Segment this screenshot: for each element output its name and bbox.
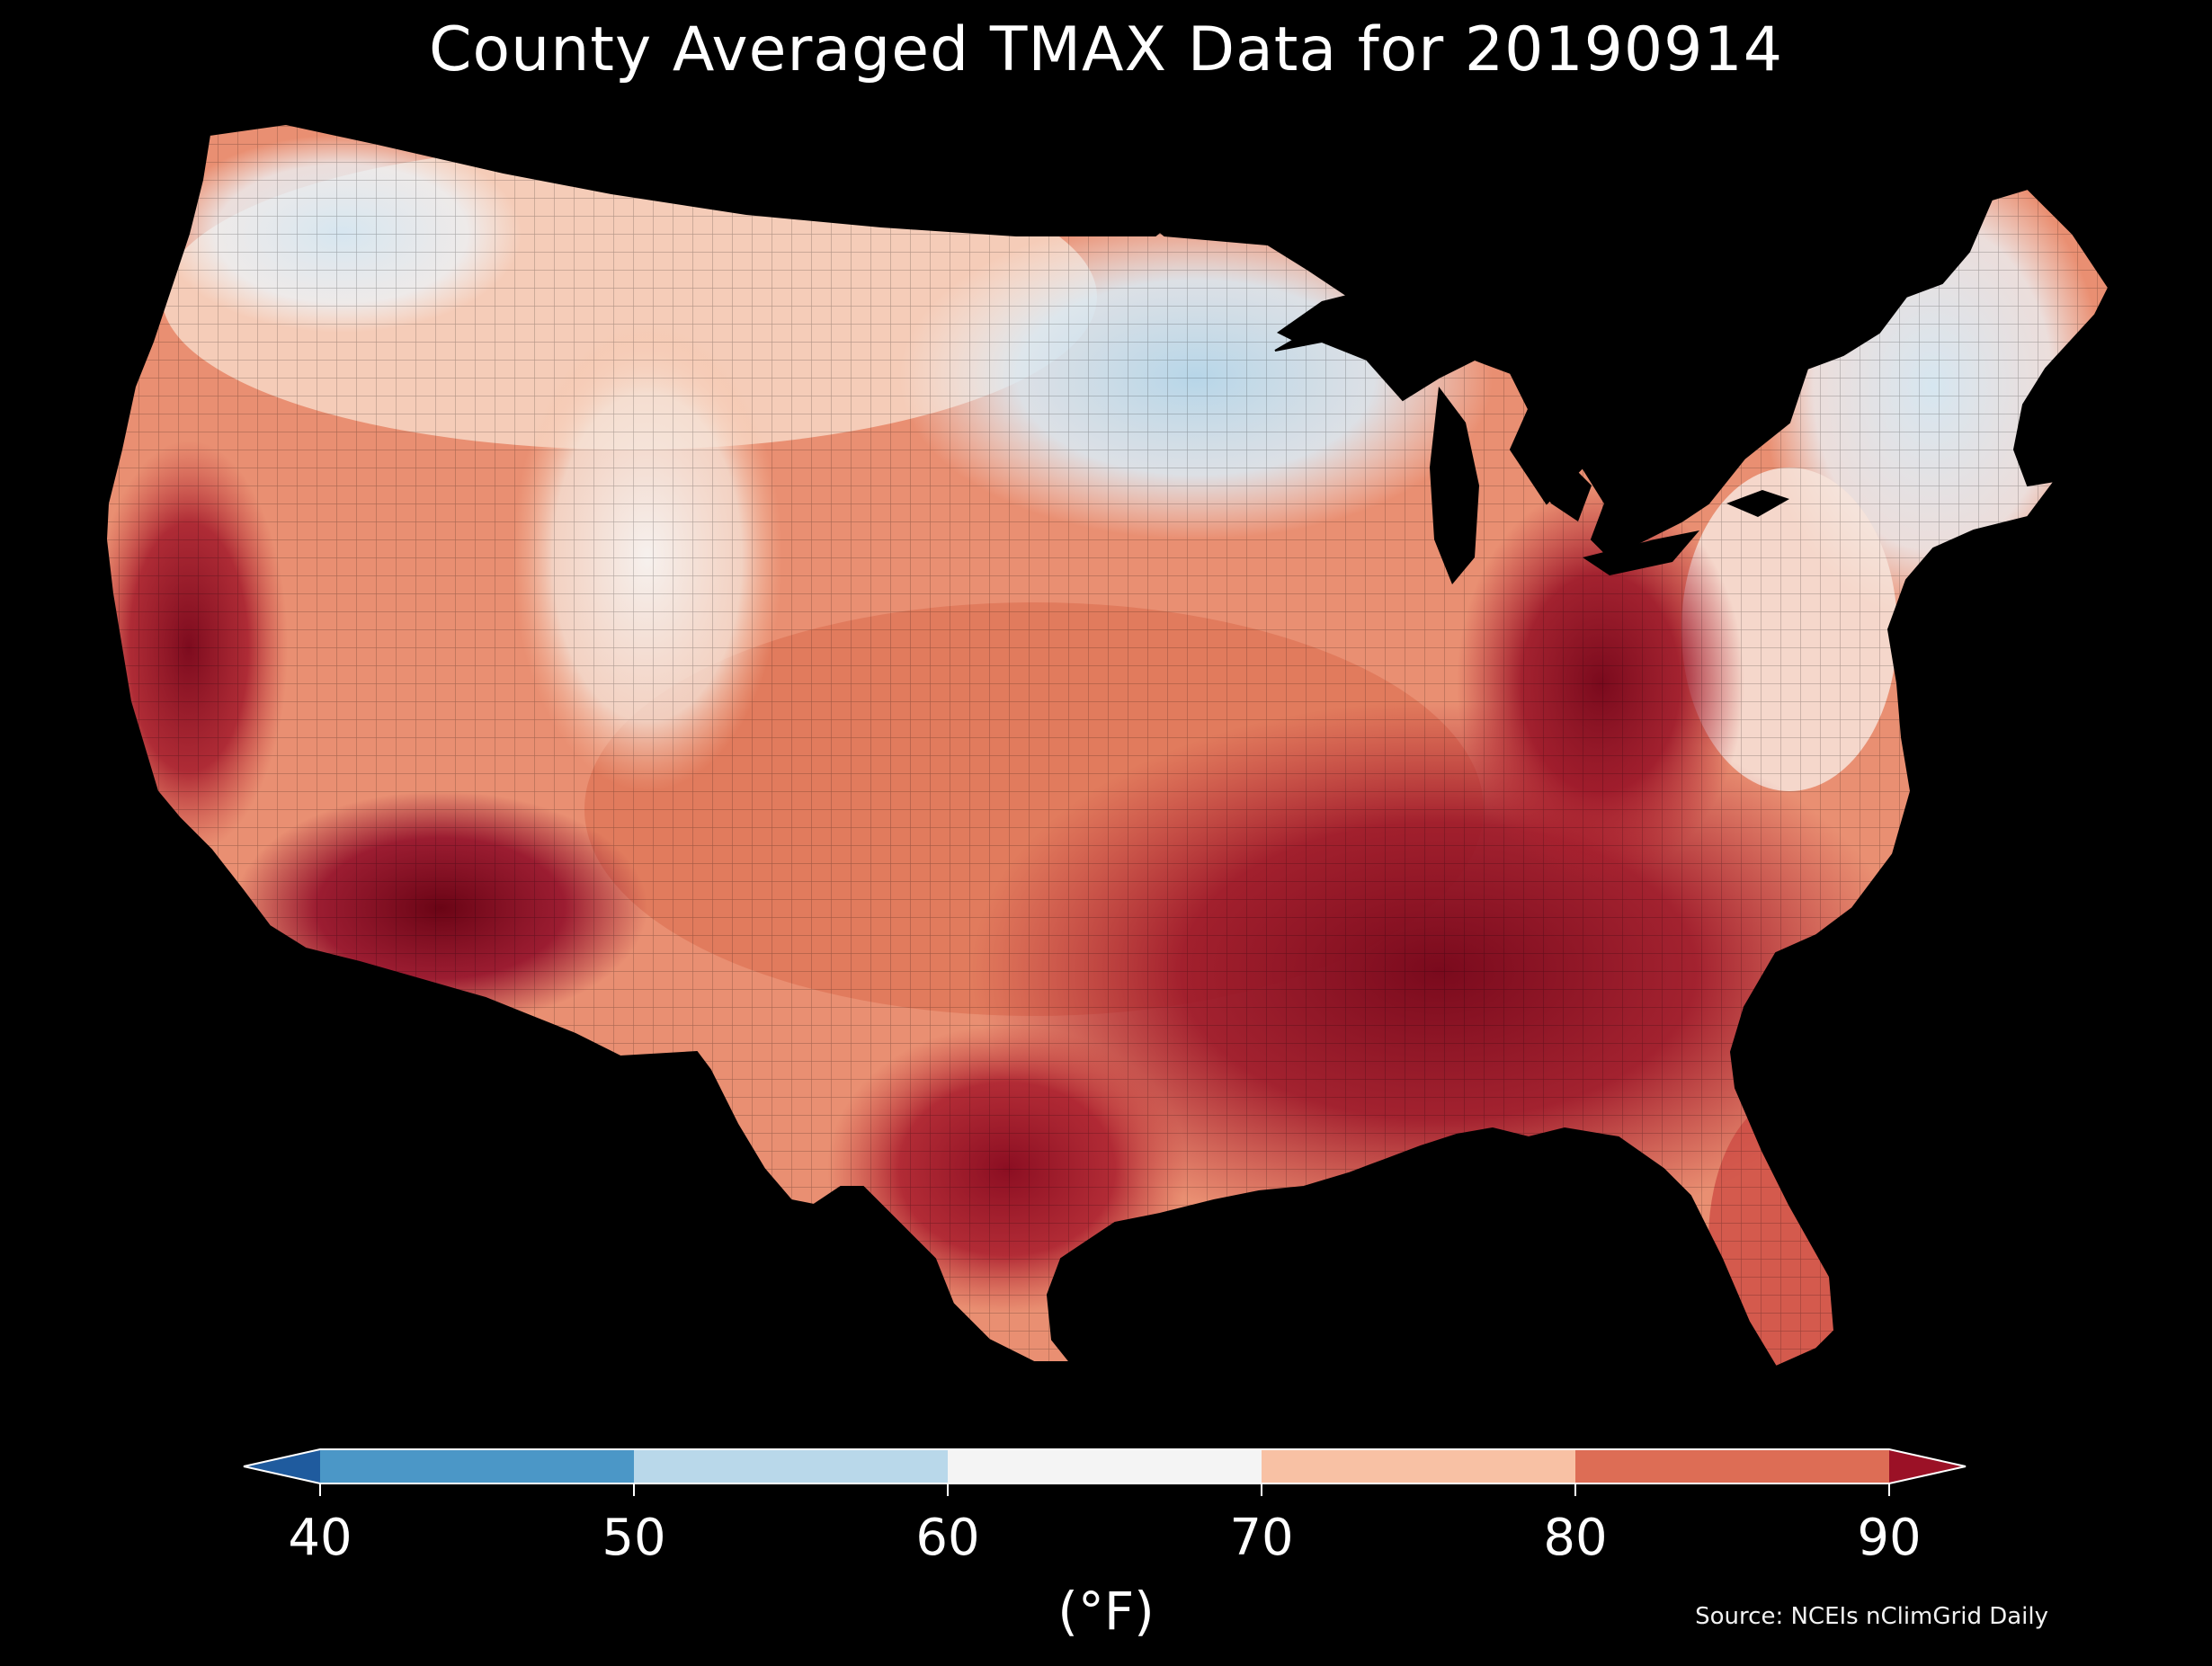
colorbar-tick-label: 50 [602, 1509, 666, 1567]
map-title: County Averaged TMAX Data for 20190914 [429, 14, 1783, 85]
colorbar-tick-label: 70 [1229, 1509, 1294, 1567]
colorbar-bin [320, 1449, 634, 1483]
colorbar-bin [634, 1449, 948, 1483]
colorbar-tick-label: 80 [1543, 1509, 1608, 1567]
colorbar-tick-label: 90 [1857, 1509, 1922, 1567]
colorbar-tick-label: 60 [915, 1509, 980, 1567]
colorbar-units-label: (°F) [1057, 1581, 1155, 1642]
great-lakes [1277, 288, 1789, 584]
colorbar-bin [244, 1449, 320, 1483]
colorbar-bin [1889, 1449, 1966, 1483]
colorbar-bin [1575, 1449, 1889, 1483]
colorbar-bin [1262, 1449, 1575, 1483]
colorbar-tick-label: 40 [288, 1509, 352, 1567]
source-credit: Source: NCEIs nClimGrid Daily [1695, 1603, 2048, 1630]
colorbar-bin [948, 1449, 1262, 1483]
